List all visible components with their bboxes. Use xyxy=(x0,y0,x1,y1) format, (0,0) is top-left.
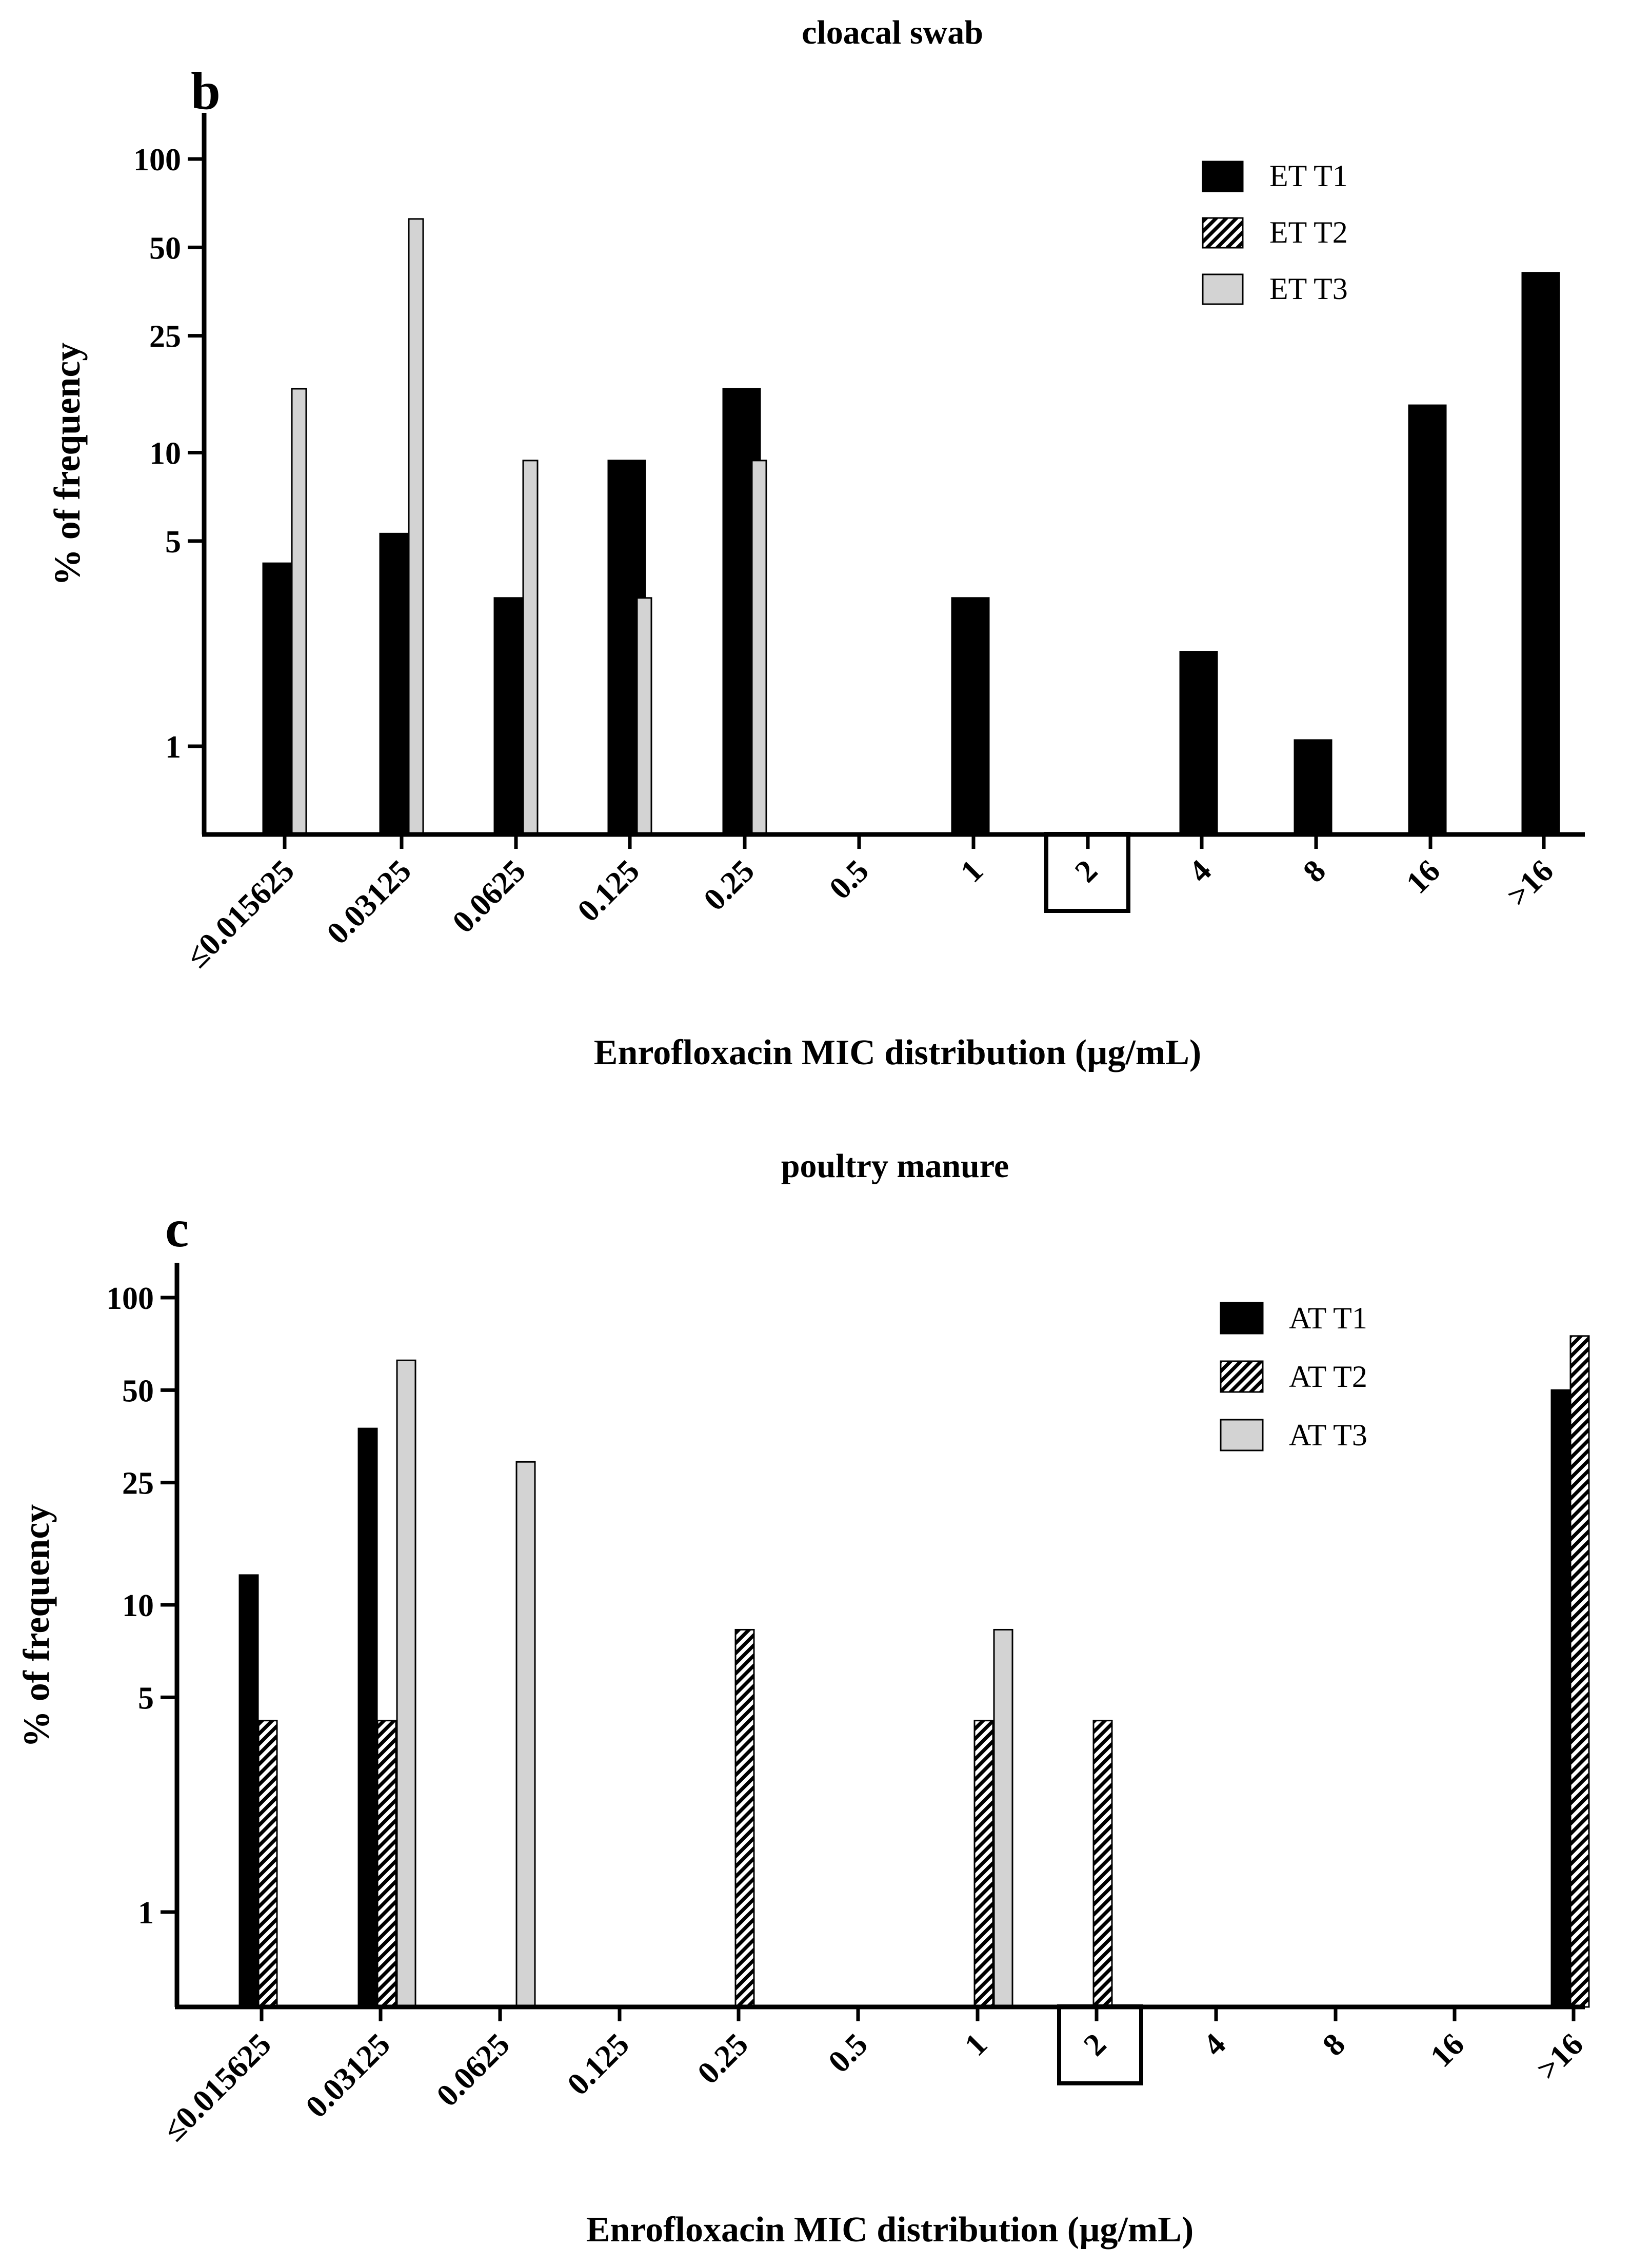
panel-letter: c xyxy=(165,1199,189,1258)
y-tick-label: 100 xyxy=(133,143,181,177)
x-tick-label: 1 xyxy=(954,853,990,889)
x-tick-label: 1 xyxy=(958,2027,994,2063)
x-tick-label: 0.5 xyxy=(823,853,876,906)
bar-et-t1-1 xyxy=(951,597,990,835)
bar-at-t2-0-015625 xyxy=(257,1720,278,2008)
bar-et-t1-8 xyxy=(1294,739,1332,835)
x-ticks: ≤0.015625 0.03125 0.0625 0.125 0.25 0.5 1 2 4 8 16… xyxy=(156,2004,1590,2148)
bar-et-t1-16 xyxy=(1408,404,1447,835)
x-tick-label: 0.25 xyxy=(691,2027,755,2091)
x-ticks: ≤0.015625 0.03125 0.0625 0.125 0.25 0.5 1 2 4 8 16… xyxy=(180,832,1560,975)
legend-label-at-t1: AT T1 xyxy=(1289,1301,1367,1335)
chart-title: poultry manure xyxy=(781,1147,1009,1185)
bar-et-t3-0-25 xyxy=(751,460,767,835)
bar-at-t2-16 xyxy=(1569,1335,1590,2008)
bars xyxy=(238,1335,1590,2008)
x-tick-label: 0.0625 xyxy=(430,2027,516,2114)
x-tick-label: 4 xyxy=(1182,853,1218,889)
bar-at-t2-0-25 xyxy=(734,1628,755,2008)
x-tick-label: 0.25 xyxy=(697,853,761,918)
bar-et-t1-4 xyxy=(1179,651,1218,835)
x-tick-label: 0.5 xyxy=(822,2027,874,2080)
y-axis-label: % of frequency xyxy=(47,343,88,586)
breakpoint-highlight-box xyxy=(1044,832,1130,913)
x-tick-label: 0.0625 xyxy=(446,853,532,940)
y-tick-label: 5 xyxy=(138,1681,154,1716)
x-tick-label: 0.125 xyxy=(571,853,646,929)
chart-title: cloacal swab xyxy=(802,14,983,51)
legend: ET T1 ET T2 ET T3 xyxy=(1202,159,1348,306)
bars xyxy=(262,218,1560,835)
x-tick-label: ≤0.015625 xyxy=(180,853,301,975)
bar-et-t3-0-125 xyxy=(636,597,652,835)
legend-swatch-at-t3 xyxy=(1220,1419,1264,1451)
bar-at-t3-0-03125 xyxy=(396,1359,416,2008)
legend-label-et-t2: ET T2 xyxy=(1269,215,1348,249)
legend-swatch-at-t1 xyxy=(1220,1302,1264,1335)
y-tick-label: 25 xyxy=(149,320,181,354)
bar-at-t3-0-0625 xyxy=(515,1461,536,2008)
x-tick-label: 2 xyxy=(1068,853,1104,889)
axes xyxy=(174,1263,1585,2010)
y-tick-label: 10 xyxy=(149,436,181,471)
legend-label-at-t2: AT T2 xyxy=(1289,1360,1367,1394)
legend-swatch-et-t3 xyxy=(1202,273,1244,305)
y-axis-label: % of frequency xyxy=(16,1504,57,1748)
y-tick-label: 1 xyxy=(138,1896,154,1931)
bar-at-t1-0-015625 xyxy=(238,1574,259,2008)
bar-at-t2-0-03125 xyxy=(376,1720,397,2008)
legend-label-et-t3: ET T3 xyxy=(1269,272,1348,306)
chart-panel-poultry-manure: poultry manure c % of frequency Enroflox… xyxy=(16,1147,1590,2250)
bar-at-t3-1 xyxy=(993,1628,1013,2008)
legend-label-et-t1: ET T1 xyxy=(1269,159,1348,193)
x-tick-label: >16 xyxy=(1500,853,1560,913)
bar-at-t1-16 xyxy=(1550,1389,1571,2008)
legend: AT T1 AT T2 AT T3 xyxy=(1220,1301,1367,1452)
x-tick-label: 16 xyxy=(1400,853,1447,901)
y-tick-label: 50 xyxy=(149,231,181,266)
chart-panel-cloacal-swab: cloacal swab b % of frequency Enrofloxac… xyxy=(47,14,1585,1072)
y-tick-label: 100 xyxy=(106,1281,154,1316)
y-tick-label: 50 xyxy=(122,1374,154,1408)
y-tick-label: 25 xyxy=(122,1466,154,1501)
x-tick-label: 8 xyxy=(1316,2027,1352,2063)
y-ticks: 1 5 10 25 50 100 xyxy=(133,143,204,765)
x-tick-label: 0.125 xyxy=(561,2027,636,2102)
x-tick-label: 8 xyxy=(1297,853,1332,889)
legend-label-at-t3: AT T3 xyxy=(1289,1418,1367,1452)
bar-at-t2-2 xyxy=(1092,1720,1113,2008)
x-tick-label: >16 xyxy=(1530,2027,1590,2087)
legend-swatch-at-t2 xyxy=(1220,1360,1264,1393)
y-tick-label: 5 xyxy=(165,525,181,560)
x-tick-label: 4 xyxy=(1197,2027,1232,2063)
bar-at-t1-0-03125 xyxy=(357,1427,378,2008)
bar-at-t2-1 xyxy=(973,1720,994,2008)
axes xyxy=(202,113,1585,837)
legend-swatch-et-t1 xyxy=(1202,161,1244,192)
bar-et-t3-0-03125 xyxy=(408,218,424,835)
bar-et-t3-0-015625 xyxy=(291,388,307,835)
x-tick-label: 2 xyxy=(1077,2027,1113,2063)
bar-et-t3-0-0625 xyxy=(522,460,539,835)
y-tick-label: 1 xyxy=(165,730,181,765)
x-axis-label: Enrofloxacin MIC distribution (µg/mL) xyxy=(594,1033,1201,1072)
x-tick-label: 16 xyxy=(1424,2027,1471,2074)
x-tick-label: ≤0.015625 xyxy=(156,2027,278,2148)
y-tick-label: 10 xyxy=(122,1588,154,1623)
panel-letter: b xyxy=(191,62,221,121)
legend-swatch-et-t2 xyxy=(1202,217,1244,249)
x-tick-label: 0.03125 xyxy=(299,2027,397,2125)
breakpoint-highlight-box xyxy=(1057,2004,1143,2085)
y-ticks: 1 5 10 25 50 100 xyxy=(106,1281,177,1931)
bar-et-t1-16 xyxy=(1521,272,1560,835)
x-axis-label: Enrofloxacin MIC distribution (µg/mL) xyxy=(586,2210,1194,2250)
x-tick-label: 0.03125 xyxy=(320,853,418,951)
